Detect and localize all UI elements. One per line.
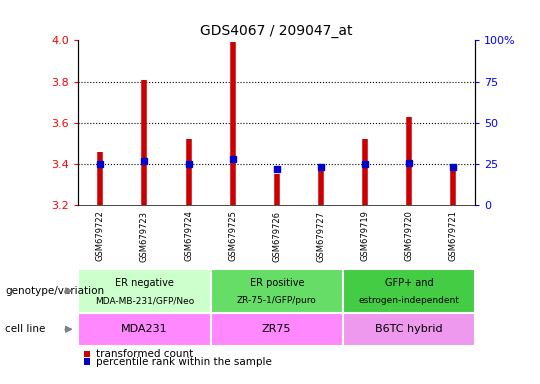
Text: GSM679727: GSM679727: [316, 210, 325, 262]
Text: GSM679719: GSM679719: [361, 210, 369, 262]
Text: transformed count: transformed count: [96, 349, 193, 359]
Bar: [84, 351, 90, 357]
Text: GSM679720: GSM679720: [404, 210, 414, 262]
Text: GSM679724: GSM679724: [184, 210, 193, 262]
Text: GSM679725: GSM679725: [228, 210, 237, 262]
Bar: [78, 313, 211, 346]
Bar: [78, 269, 211, 313]
Text: ZR75: ZR75: [262, 324, 292, 334]
Bar: [343, 313, 475, 346]
Text: GSM679726: GSM679726: [272, 210, 281, 262]
Text: percentile rank within the sample: percentile rank within the sample: [96, 357, 272, 367]
Text: GSM679722: GSM679722: [96, 210, 105, 262]
Text: genotype/variation: genotype/variation: [5, 286, 105, 296]
Text: GFP+ and: GFP+ and: [384, 278, 434, 288]
Text: B6TC hybrid: B6TC hybrid: [375, 324, 443, 334]
Text: GSM679723: GSM679723: [140, 210, 149, 262]
Bar: [343, 269, 475, 313]
Bar: [211, 269, 343, 313]
Bar: [84, 358, 90, 365]
Text: estrogen-independent: estrogen-independent: [359, 296, 460, 305]
Bar: [211, 313, 343, 346]
Text: MDA-MB-231/GFP/Neo: MDA-MB-231/GFP/Neo: [95, 296, 194, 305]
Text: GSM679721: GSM679721: [449, 210, 458, 262]
Text: ZR-75-1/GFP/puro: ZR-75-1/GFP/puro: [237, 296, 316, 305]
Text: ER negative: ER negative: [115, 278, 174, 288]
Text: ER positive: ER positive: [249, 278, 304, 288]
Text: cell line: cell line: [5, 324, 46, 334]
Title: GDS4067 / 209047_at: GDS4067 / 209047_at: [200, 24, 353, 38]
Text: MDA231: MDA231: [121, 324, 168, 334]
